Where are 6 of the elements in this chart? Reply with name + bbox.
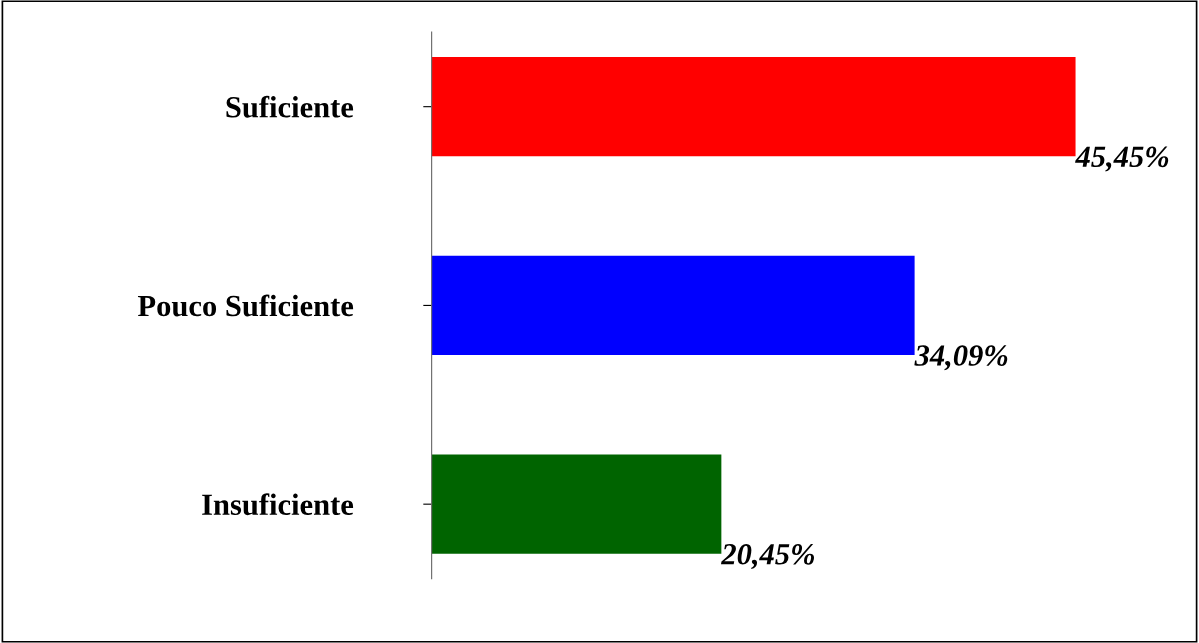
data-label: 45,45%	[1075, 146, 1169, 172]
y-tick-label: Suficiente	[226, 95, 354, 118]
y-tick-label: Pouco Suficiente	[137, 294, 354, 317]
data-label: 34,09%	[914, 345, 1008, 371]
data-label: 20,45%	[720, 543, 814, 570]
y-tick-label: Insuficiente	[202, 493, 354, 516]
